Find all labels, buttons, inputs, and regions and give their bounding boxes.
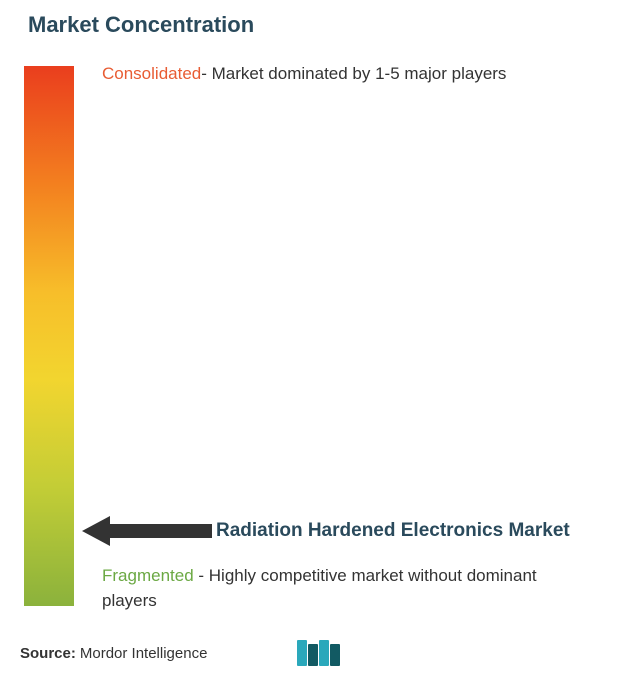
mordor-logo-icon bbox=[297, 640, 340, 666]
fragmented-highlight: Fragmented bbox=[102, 566, 194, 585]
fragmented-legend: Fragmented - Highly competitive market w… bbox=[102, 563, 589, 614]
arrow-left-icon bbox=[82, 521, 212, 541]
market-name-label: Radiation Hardened Electronics Market bbox=[216, 520, 570, 542]
concentration-gradient-bar bbox=[24, 66, 74, 606]
consolidated-legend: Consolidated- Market dominated by 1-5 ma… bbox=[102, 62, 589, 86]
source-value: Mordor Intelligence bbox=[80, 645, 208, 662]
legend-area: Consolidated- Market dominated by 1-5 ma… bbox=[74, 66, 599, 606]
source-row: Source: Mordor Intelligence bbox=[20, 640, 340, 666]
source-label: Source: bbox=[20, 645, 76, 662]
consolidated-description: - Market dominated by 1-5 major players bbox=[201, 64, 506, 83]
consolidated-highlight: Consolidated bbox=[102, 64, 201, 83]
market-indicator-row: Radiation Hardened Electronics Market bbox=[74, 520, 589, 542]
concentration-chart: Consolidated- Market dominated by 1-5 ma… bbox=[24, 66, 599, 606]
page-title: Market Concentration bbox=[28, 12, 599, 38]
